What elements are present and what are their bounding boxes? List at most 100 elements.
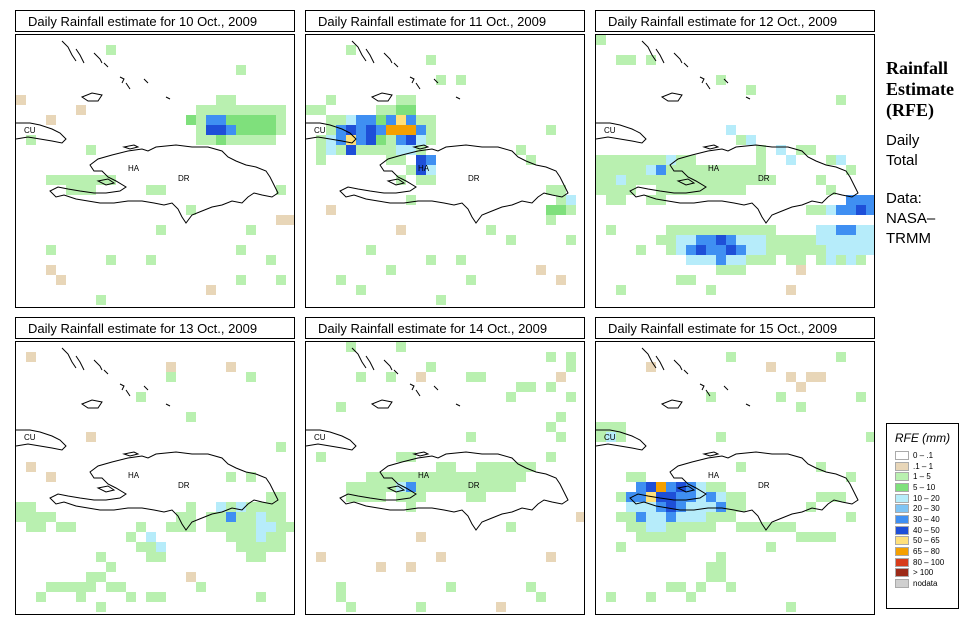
rainfall-cell bbox=[266, 522, 276, 532]
rainfall-cell bbox=[166, 372, 176, 382]
rainfall-cell bbox=[836, 155, 846, 165]
rainfall-cell bbox=[646, 482, 656, 492]
rainfall-cell bbox=[366, 145, 376, 155]
legend-label: 30 – 40 bbox=[913, 514, 940, 524]
rainfall-cell bbox=[866, 235, 874, 245]
country-label-dr: DR bbox=[468, 481, 480, 490]
rainfall-cell bbox=[476, 462, 486, 472]
rainfall-cell bbox=[256, 135, 266, 145]
rainfall-cell bbox=[356, 135, 366, 145]
rainfall-cell bbox=[426, 165, 436, 175]
rainfall-cell bbox=[706, 165, 716, 175]
rainfall-cell bbox=[36, 592, 46, 602]
rainfall-cell bbox=[566, 362, 576, 372]
rainfall-cell bbox=[566, 205, 576, 215]
rainfall-cell bbox=[676, 492, 686, 502]
rainfall-cell bbox=[376, 482, 386, 492]
legend-label: > 100 bbox=[913, 568, 934, 578]
coastline bbox=[641, 347, 657, 369]
legend-swatch bbox=[895, 557, 909, 567]
rainfall-cell bbox=[376, 492, 386, 502]
rainfall-cell bbox=[246, 472, 256, 482]
rainfall-cell bbox=[406, 135, 416, 145]
rainfall-map: CU HA DR bbox=[305, 34, 585, 308]
rainfall-cell bbox=[256, 125, 266, 135]
rainfall-cell bbox=[736, 462, 746, 472]
rainfall-cell bbox=[686, 482, 696, 492]
rainfall-cell bbox=[56, 582, 66, 592]
rainfall-cell bbox=[836, 245, 846, 255]
rainfall-cell bbox=[236, 105, 246, 115]
rainfall-cell bbox=[856, 245, 866, 255]
rainfall-cell bbox=[716, 572, 726, 582]
rainfall-cell bbox=[526, 582, 536, 592]
rainfall-cell bbox=[656, 175, 666, 185]
rainfall-cell bbox=[696, 235, 706, 245]
rainfall-cell bbox=[26, 352, 36, 362]
rainfall-cell bbox=[246, 125, 256, 135]
rainfall-cell bbox=[246, 542, 256, 552]
rainfall-cell bbox=[656, 482, 666, 492]
rainfall-cell bbox=[486, 482, 496, 492]
rainfall-cell bbox=[406, 195, 416, 205]
rainfall-cell bbox=[716, 225, 726, 235]
rainfall-cell bbox=[836, 225, 846, 235]
rainfall-cell bbox=[246, 532, 256, 542]
rainfall-cell bbox=[396, 452, 406, 462]
rainfall-cell bbox=[386, 472, 396, 482]
coastline bbox=[122, 451, 140, 457]
rainfall-cell bbox=[46, 245, 56, 255]
rainfall-cell bbox=[636, 472, 646, 482]
rainfall-cell bbox=[136, 392, 146, 402]
rainfall-cell bbox=[366, 115, 376, 125]
sidebar-text-line: Data: bbox=[886, 190, 922, 207]
rainfall-cell bbox=[646, 522, 656, 532]
rainfall-cell bbox=[146, 532, 156, 542]
rainfall-cell bbox=[96, 602, 106, 612]
legend-label: 80 – 100 bbox=[913, 557, 945, 567]
rainfall-cell bbox=[226, 522, 236, 532]
legend-item: 50 – 65 bbox=[895, 536, 958, 547]
rainfall-cell bbox=[456, 482, 466, 492]
rainfall-cell bbox=[736, 135, 746, 145]
rainfall-cell bbox=[446, 482, 456, 492]
rainfall-cell bbox=[536, 592, 546, 602]
rainfall-cell bbox=[506, 482, 516, 492]
rainfall-cell bbox=[96, 552, 106, 562]
rainfall-cell bbox=[326, 125, 336, 135]
coastline bbox=[93, 52, 103, 64]
rfe-panel-oct14: Daily Rainfall estimate for 14 Oct., 200… bbox=[305, 317, 585, 615]
rainfall-cell bbox=[236, 135, 246, 145]
legend-title: RFE (mm) bbox=[894, 431, 951, 445]
rainfall-cell bbox=[466, 372, 476, 382]
rainfall-cell bbox=[726, 175, 736, 185]
rainfall-cell bbox=[76, 175, 86, 185]
rainfall-cell bbox=[706, 225, 716, 235]
rainfall-cell bbox=[386, 155, 396, 165]
rainfall-cell bbox=[566, 352, 576, 362]
rainfall-cell bbox=[246, 115, 256, 125]
rainfall-cell bbox=[276, 542, 286, 552]
rainfall-cell bbox=[616, 492, 626, 502]
rainfall-cell bbox=[366, 245, 376, 255]
rainfall-cell bbox=[516, 145, 526, 155]
map-canvas: CU HA DR bbox=[16, 347, 294, 612]
rainfall-cell bbox=[516, 382, 526, 392]
rainfall-cell bbox=[386, 115, 396, 125]
sidebar-text-line: Daily bbox=[886, 132, 920, 149]
coastline bbox=[393, 369, 399, 375]
rainfall-cell bbox=[806, 205, 816, 215]
rainfall-cell bbox=[546, 552, 556, 562]
rainfall-cell bbox=[406, 125, 416, 135]
coastline bbox=[699, 76, 705, 84]
rainfall-cell bbox=[146, 185, 156, 195]
rainfall-cell bbox=[186, 502, 196, 512]
rainfall-cell bbox=[416, 372, 426, 382]
rainfall-cell bbox=[336, 582, 346, 592]
rainfall-cell bbox=[806, 235, 816, 245]
rainfall-cell bbox=[786, 255, 796, 265]
rainfall-cell bbox=[556, 412, 566, 422]
coastline bbox=[641, 40, 657, 62]
rainfall-cell bbox=[326, 205, 336, 215]
